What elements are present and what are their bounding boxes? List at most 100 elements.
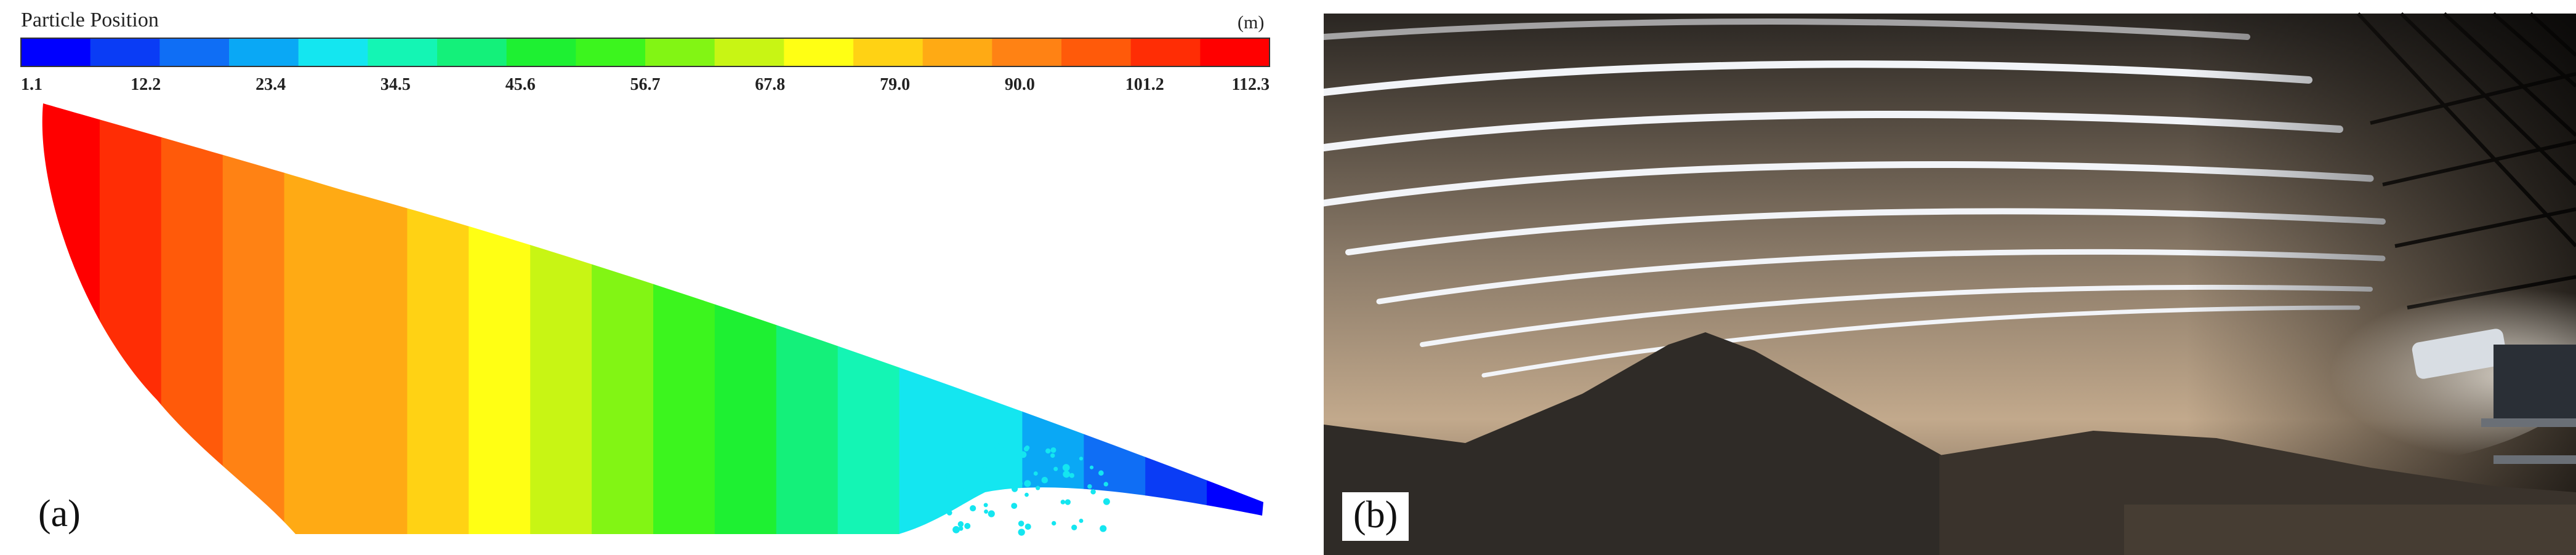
plume-band — [714, 103, 777, 534]
particle-dot — [1103, 482, 1108, 487]
particle-dot — [1024, 492, 1029, 497]
particle-dot — [1103, 498, 1110, 505]
colorbar-tick-label: 56.7 — [630, 75, 661, 94]
colorbar-segment — [992, 38, 1062, 66]
particle-dot — [1018, 521, 1024, 527]
plume-band — [284, 103, 347, 534]
particle-dot — [959, 447, 964, 452]
colorbar-segment — [90, 38, 160, 66]
particle-dot — [964, 522, 971, 529]
colorbar-segment — [1130, 38, 1201, 66]
plume-band — [960, 103, 1023, 534]
colorbar-frame — [20, 38, 1270, 67]
particle-dot — [979, 476, 986, 483]
colorbar-tick-label: 1.1 — [21, 75, 42, 94]
particle-dot — [1090, 489, 1096, 495]
particle-dot — [1100, 525, 1107, 532]
particle-dot — [1010, 466, 1018, 473]
colorbar — [20, 38, 1270, 67]
colorbar-tick-label: 90.0 — [1005, 75, 1035, 94]
particle-dot — [1011, 503, 1018, 509]
particle-dot — [1098, 470, 1104, 476]
colorbar-segment — [714, 38, 784, 66]
particle-plume — [42, 103, 1263, 534]
particle-position-panel: Particle Position (m) 1.1 12.2 23.4 34.5 45.… — [20, 9, 1270, 536]
colorbar-tick-label: 23.4 — [256, 75, 286, 94]
colorbar-segment — [853, 38, 924, 66]
colorbar-title: Particle Position — [21, 9, 159, 31]
particle-dot — [981, 467, 989, 474]
particle-dot — [957, 521, 964, 527]
particle-dot — [1024, 523, 1031, 530]
photo-panel: (b) — [1324, 0, 2576, 555]
particle-dot — [1036, 485, 1040, 490]
colorbar-segment — [368, 38, 438, 66]
particle-dot — [1063, 470, 1070, 478]
particle-dot — [1020, 451, 1027, 458]
spray-cannon — [2412, 329, 2576, 464]
particle-dot — [1053, 466, 1058, 471]
particle-dot — [1018, 481, 1023, 486]
plume-band — [161, 103, 223, 534]
plume-band — [42, 103, 100, 534]
particle-dot — [1011, 485, 1018, 492]
particle-dot — [994, 442, 1000, 449]
panel-label-b: (b) — [1342, 492, 1409, 541]
plume-band — [653, 103, 715, 534]
scattered-particles — [946, 442, 1110, 536]
coal-pile-large — [1324, 332, 2075, 555]
plume-band — [407, 103, 470, 534]
plume-band — [530, 103, 593, 534]
colorbar-segment — [21, 38, 91, 66]
colorbar-segment — [784, 38, 854, 66]
particle-dot — [958, 442, 964, 448]
particle-dot — [970, 505, 976, 512]
colorbar-tick-label: 12.2 — [131, 75, 161, 94]
particle-dot — [1060, 500, 1066, 505]
colorbar-segment — [645, 38, 715, 66]
plume-band — [345, 103, 408, 534]
particle-dot — [984, 509, 988, 514]
plume-band — [837, 103, 900, 534]
plume-band — [1145, 103, 1208, 534]
particle-dot — [1071, 524, 1077, 530]
colorbar-unit: (m) — [1238, 12, 1265, 33]
particle-dot — [1041, 476, 1049, 484]
particle-dot — [1050, 453, 1055, 458]
colorbar-segment — [506, 38, 576, 66]
colorbar-segment — [576, 38, 646, 66]
colorbar-segment — [922, 38, 992, 66]
particle-dot — [1089, 465, 1094, 469]
plume-band — [592, 103, 654, 534]
particle-dot — [1023, 446, 1029, 452]
particle-dot — [1087, 484, 1092, 489]
panel-label-a: (a) — [38, 493, 81, 535]
particle-dot — [968, 456, 972, 460]
colorbar-segment — [437, 38, 507, 66]
plume-band — [222, 103, 285, 534]
plume-band — [1207, 103, 1263, 534]
plume-band — [1084, 103, 1146, 534]
plume-band — [1022, 103, 1085, 534]
particle-dot — [1033, 471, 1038, 476]
particle-dot — [1051, 521, 1057, 526]
particle-dot — [1065, 499, 1071, 505]
particle-dot — [1045, 448, 1051, 454]
colorbar-tick-label: 34.5 — [380, 75, 411, 94]
particle-dot — [1015, 474, 1021, 481]
plume-band — [776, 103, 839, 534]
water-mist — [2087, 222, 2576, 468]
particle-dot — [1079, 457, 1084, 461]
particle-dot — [1062, 464, 1070, 471]
colorbar-tick-label: 112.3 — [1232, 75, 1270, 94]
colorbar-segment — [1200, 38, 1270, 66]
particle-dot — [1050, 447, 1057, 453]
colorbar-tick-label: 67.8 — [755, 75, 785, 94]
particle-dot — [946, 510, 952, 516]
colorbar-segment — [298, 38, 368, 66]
particle-dot — [1002, 446, 1010, 454]
particle-dot — [1018, 529, 1025, 536]
colorbar-segment — [159, 38, 230, 66]
particle-dot — [1024, 480, 1031, 487]
particle-dot — [984, 481, 990, 487]
